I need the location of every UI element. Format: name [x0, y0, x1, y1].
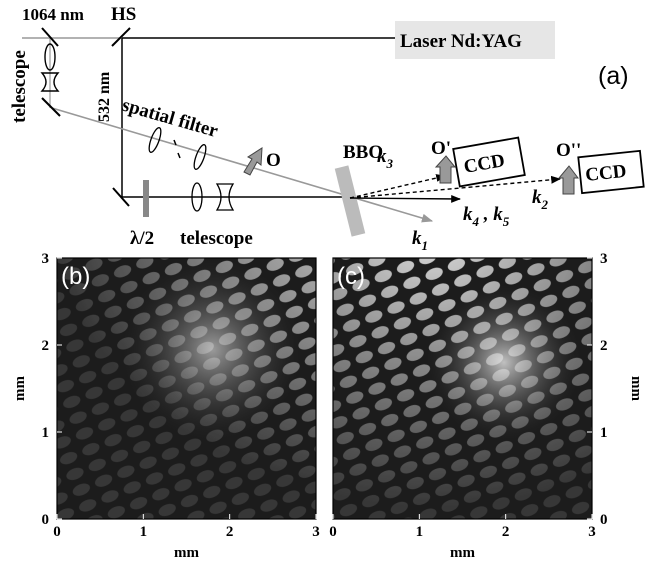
subscript: 2: [541, 197, 549, 212]
wavelength-label: 532 nm: [96, 71, 113, 122]
symbol: k: [412, 228, 422, 249]
spatial-filter-label: spatial filter: [120, 95, 221, 143]
half-wave-plate: [143, 180, 149, 217]
y-tick-label: 2: [42, 338, 50, 354]
object-label: O': [431, 138, 451, 159]
x-axis-label: mm: [450, 545, 475, 561]
bbo-crystal: [334, 165, 366, 237]
wave-vector-label: k2: [532, 187, 549, 212]
beam-k45: [349, 194, 461, 203]
mirror: [112, 187, 130, 207]
x-tick-label: 0: [53, 524, 61, 540]
pump-beam: [51, 107, 434, 223]
interference-pattern: [333, 258, 592, 519]
subscript: 1: [422, 238, 429, 253]
panel-label: (a): [598, 62, 629, 90]
y-tick-label: 1: [42, 425, 50, 441]
pinhole: [177, 152, 181, 159]
mirror: [41, 27, 59, 47]
lens: [148, 127, 162, 153]
beam-k2: [349, 175, 561, 199]
crystal-label: BBO: [343, 142, 383, 163]
bright-spots: [333, 258, 592, 519]
axes-frame: [56, 257, 317, 520]
subscript: 4: [472, 214, 480, 229]
y-tick-label: 2: [600, 338, 608, 354]
object-arrow: [557, 165, 579, 195]
image-panel: 0 1 2 3 0 1 2 3 mm mm (b): [12, 251, 320, 561]
wave-vector-label: k1: [412, 228, 428, 253]
y-tick-label: 0: [42, 512, 50, 528]
subscript: 5: [503, 214, 510, 229]
telescope-label: telescope: [180, 228, 253, 249]
half-wave-plate-label: λ/2: [130, 228, 154, 249]
wave-vector-label: k4 , k5: [463, 204, 510, 229]
y-tick-label: 0: [600, 512, 608, 528]
panel-label: (b): [61, 263, 90, 290]
symbol: k: [377, 146, 387, 167]
bright-spots: [57, 258, 316, 519]
ccd-box: [577, 149, 645, 195]
x-tick-label: 0: [329, 524, 337, 540]
hs-label: HS: [111, 4, 136, 25]
x-tick-label: 1: [140, 524, 148, 540]
subscript: 3: [386, 156, 394, 171]
axes-frame: [332, 257, 593, 520]
lens: [44, 43, 56, 71]
x-tick-label: 3: [312, 524, 320, 540]
telescope-label: telescope: [9, 50, 30, 123]
symbol: k: [463, 204, 473, 225]
object-arrow: [243, 147, 263, 176]
x-tick-label: 2: [226, 524, 234, 540]
interference-pattern: [57, 258, 316, 519]
x-tick-label: 1: [416, 524, 424, 540]
panel-label: (c): [337, 263, 365, 290]
pinhole: [173, 139, 177, 146]
ccd-label: CCD: [584, 161, 627, 186]
mirror: [41, 97, 61, 117]
laser-box: [395, 21, 555, 59]
object-arrow: [434, 155, 457, 184]
y-tick-label: 1: [600, 425, 608, 441]
wavelength-label: 1064 nm: [22, 5, 84, 24]
x-axis-label: mm: [174, 545, 199, 561]
x-tick-label: 3: [588, 524, 596, 540]
symbol: k: [532, 187, 542, 208]
object-label: O: [266, 150, 281, 171]
y-axis-label: mm: [628, 376, 644, 401]
y-tick-label: 3: [600, 251, 608, 267]
setup-diagram: Laser Nd:YAG 1064 nm HS 532 nm telescope…: [9, 4, 645, 253]
object-label: O'': [556, 140, 581, 161]
lens: [191, 182, 203, 212]
wave-vector-label: k3: [377, 146, 394, 171]
x-tick-label: 2: [502, 524, 510, 540]
ccd-box: [452, 136, 526, 188]
beam-k3: [349, 174, 446, 199]
concave-lens: [215, 183, 235, 211]
concave-lens: [40, 72, 60, 92]
y-tick-label: 3: [42, 251, 50, 267]
laser-label: Laser Nd:YAG: [400, 31, 522, 52]
lens: [193, 144, 207, 170]
symbol: , k: [479, 204, 503, 225]
mirror: [111, 27, 131, 47]
y-axis-label: mm: [12, 376, 28, 401]
